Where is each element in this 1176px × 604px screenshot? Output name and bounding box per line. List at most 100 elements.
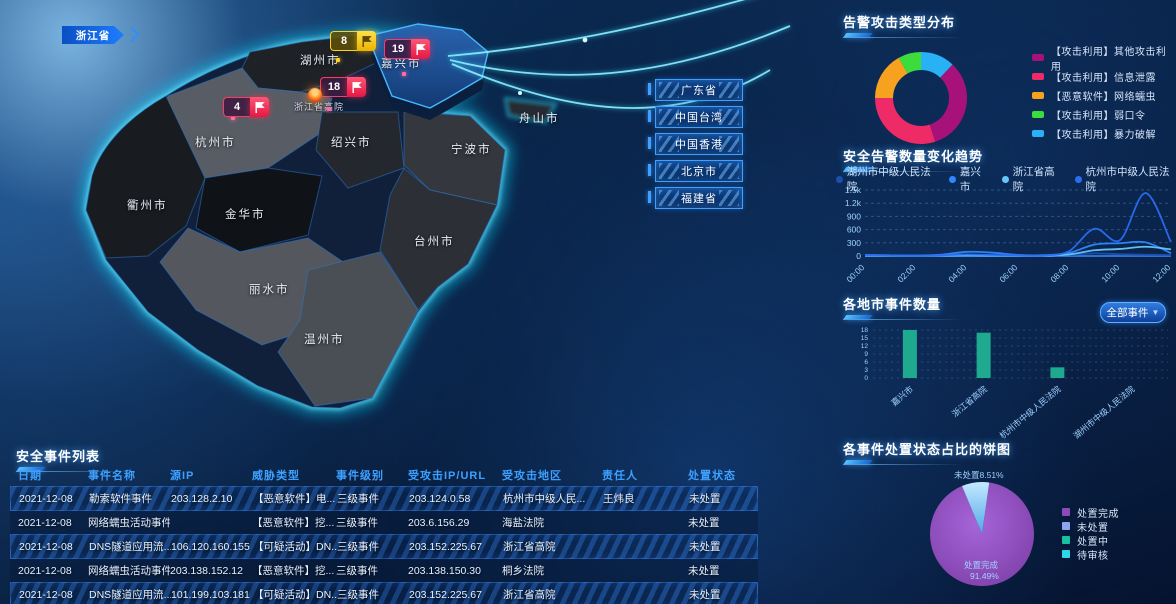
table-row[interactable]: 2021-12-08 DNS隧道应用流... 106.120.160.155 【可疑活… (10, 534, 758, 559)
event-count-marker[interactable]: 4 (223, 97, 269, 117)
alarm-fire-icon (308, 88, 322, 102)
attack-arc (447, 0, 750, 58)
legend-item[interactable]: 嘉兴市 (949, 164, 990, 194)
table-cell: 三级事件 (337, 541, 379, 553)
map-point-dot (327, 107, 331, 111)
legend-item[interactable]: 杭州市中级人民法院 (1074, 164, 1176, 194)
event-count-marker[interactable]: 8 (330, 31, 376, 51)
legend-item[interactable]: 浙江省高院 (1001, 164, 1063, 194)
legend-dot (949, 175, 956, 183)
panel-title-status-pie: 各事件处置状态占比的饼图 (843, 439, 1011, 465)
legend-dot (836, 175, 843, 183)
pie-label-unhandled: 未处置8.51% (954, 470, 1004, 480)
flag-icon (411, 39, 430, 59)
city-label-金华市: 金华市 (225, 209, 266, 221)
legend-label: 【攻击利用】信息泄露 (1051, 73, 1156, 84)
column-header: 受攻击IP/URL (408, 470, 487, 482)
city-label-衢州市: 衢州市 (127, 200, 168, 212)
table-cell: 三级事件 (337, 589, 379, 601)
source-button-label: 中国台湾 (675, 112, 723, 124)
legend-item[interactable]: 【攻击利用】信息泄露 (1032, 67, 1176, 86)
event-count-marker[interactable]: 19 (384, 39, 430, 59)
source-button-北京市[interactable]: 北京市 (655, 160, 743, 182)
court-label: 浙江省高院 (294, 102, 345, 112)
column-header: 源IP (170, 470, 195, 482)
legend-label: 待审核 (1077, 550, 1109, 562)
legend-item[interactable]: 待审核 (1062, 547, 1119, 562)
map-region-taizhou[interactable] (379, 167, 498, 311)
map-region-wenzhou[interactable] (277, 251, 419, 407)
donut-slice (875, 57, 908, 98)
legend-label: 湖州市中级人民法院 (846, 166, 931, 193)
map-region-jinhua[interactable] (195, 167, 323, 253)
legend-item[interactable]: 湖州市中级人民法院 (836, 164, 937, 194)
donut-slice (929, 64, 967, 142)
source-button-label: 北京市 (681, 166, 717, 178)
table-cell: 未处置 (689, 589, 721, 601)
marker-count: 18 (320, 77, 347, 97)
y-tick-label: 6 (864, 359, 868, 366)
legend-item[interactable]: 【攻击利用】弱口令 (1032, 105, 1176, 124)
x-tick-label: 10:00 (1099, 262, 1121, 284)
table-row[interactable]: 2021-12-08 勒索软件事件 203.128.2.10 【恶意软件】电... 三级… (10, 486, 758, 511)
table-row[interactable]: 2021-12-08 网络蠕虫活动事件 203.138.152.12 【恶意软件】挖.… (10, 559, 758, 582)
source-button-广东省[interactable]: 广东省 (655, 79, 743, 101)
button-notch-decor (648, 137, 651, 149)
city-label-丽水市: 丽水市 (249, 284, 290, 296)
pie-slice-未处置 (961, 482, 990, 534)
map-region-zhoushan[interactable] (503, 96, 558, 125)
legend-label: 【攻击利用】其他攻击利用 (1050, 46, 1167, 73)
panel-title-alert-trend: 安全告警数量变化趋势 (843, 146, 983, 172)
table-cell: 203.138.152.12 (170, 564, 243, 577)
legend-swatch (1032, 73, 1044, 80)
source-button-label: 福建省 (681, 193, 717, 205)
legend-item[interactable]: 处置完成 (1062, 505, 1119, 520)
attack-packet-dot (582, 37, 588, 43)
table-cell: 【恶意软件】挖... (252, 565, 335, 577)
table-cell: 未处置 (688, 517, 720, 529)
map-region-quzhou[interactable] (85, 95, 206, 259)
y-tick-label: 900 (847, 211, 861, 221)
attack-type-donut-chart (875, 52, 967, 144)
legend-label: 【攻击利用】弱口令 (1051, 111, 1146, 122)
y-tick-label: 9 (864, 351, 868, 358)
attack-packet-dot (518, 91, 522, 95)
table-cell: 【可疑活动】DN... (253, 541, 337, 553)
marker-count: 8 (330, 31, 357, 51)
table-cell: DNS隧道应用流... (89, 541, 171, 553)
column-header: 日期 (18, 470, 42, 482)
all-events-filter-button[interactable]: 全部事件 ▼ (1100, 302, 1166, 323)
panel-title-city-events: 各地市事件数量 (843, 294, 964, 320)
column-header: 受攻击地区 (502, 470, 562, 482)
legend-item[interactable]: 处置中 (1062, 533, 1119, 548)
event-count-marker[interactable]: 18 (320, 77, 366, 97)
y-tick-label: 1.2k (845, 198, 862, 208)
province-button[interactable]: 浙江省 (62, 26, 124, 44)
column-header: 事件名称 (88, 470, 136, 482)
table-cell: 203.152.225.67 (409, 588, 482, 601)
y-tick-label: 600 (847, 225, 861, 235)
table-cell: 203.6.156.29 (408, 516, 470, 529)
button-notch-decor (648, 164, 651, 176)
table-cell: 海盐法院 (502, 517, 544, 529)
legend-swatch (1032, 92, 1044, 99)
button-notch-decor (648, 110, 651, 122)
y-tick-label: 3 (864, 367, 868, 374)
legend-dot (1074, 175, 1082, 183)
table-row[interactable]: 2021-12-08 DNS隧道应用流... 101.199.103.181 【可疑活… (10, 582, 758, 604)
table-row[interactable]: 2021-12-08 网络蠕虫活动事件 【恶意软件】挖... 三级事件 203.6.15… (10, 511, 758, 534)
table-cell: 浙江省高院 (503, 541, 556, 553)
x-tick-label: 02:00 (895, 262, 917, 284)
source-button-中国台湾[interactable]: 中国台湾 (655, 106, 743, 128)
legend-item[interactable]: 未处置 (1062, 519, 1119, 534)
source-button-福建省[interactable]: 福建省 (655, 187, 743, 209)
y-tick-label: 18 (861, 327, 869, 334)
column-header: 威胁类型 (252, 470, 300, 482)
legend-item[interactable]: 【恶意软件】网络蠕虫 (1032, 86, 1176, 105)
flag-icon (357, 31, 376, 51)
source-button-中国香港[interactable]: 中国香港 (655, 133, 743, 155)
legend-item[interactable]: 【攻击利用】其他攻击利用 (1032, 47, 1176, 73)
map-region-shaoxing[interactable] (315, 111, 405, 189)
legend-item[interactable]: 【攻击利用】暴力破解 (1032, 124, 1176, 143)
